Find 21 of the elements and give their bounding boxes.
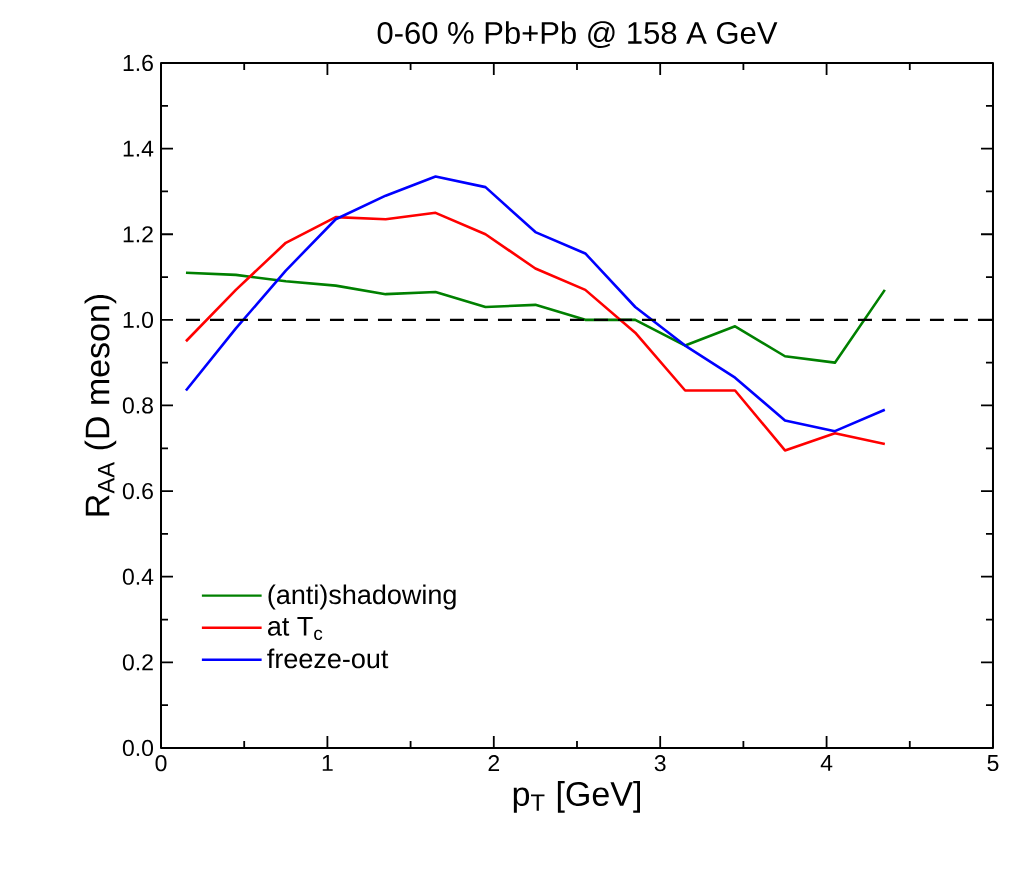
y-axis-title: R$_{AA}$ (D meson) (84, 294, 117, 516)
x-tick-label: 0 (155, 755, 167, 772)
x-tick-label: 4 (820, 755, 833, 771)
y-tick-label: 1.2 (123, 226, 153, 243)
x-tick-label: 1 (322, 755, 333, 771)
legend-label: at T$_{c}$ (267, 616, 323, 641)
y-tick-label: 0.2 (122, 654, 153, 671)
chart-title: 0-60 % Pb+Pb @ 158 A GeV (377, 21, 778, 48)
x-tick-label: 5 (987, 755, 999, 772)
legend-label: (anti)shadowing (268, 584, 456, 610)
y-tick-label: 0.0 (122, 739, 154, 757)
y-tick-label: 1.0 (123, 311, 154, 328)
y-tick-label: 1.4 (123, 140, 154, 157)
y-tick-label: 1.6 (123, 54, 153, 72)
legend-label: freeze-out (267, 648, 389, 669)
x-tick-label: 3 (654, 755, 666, 772)
x-axis-title: p$_{T}$ [GeV] (513, 781, 640, 813)
y-tick-label: 0.4 (122, 568, 154, 585)
y-tick-label: 0.8 (122, 397, 153, 414)
x-tick-label: 2 (488, 755, 500, 772)
y-tick-label: 0.6 (122, 482, 153, 500)
